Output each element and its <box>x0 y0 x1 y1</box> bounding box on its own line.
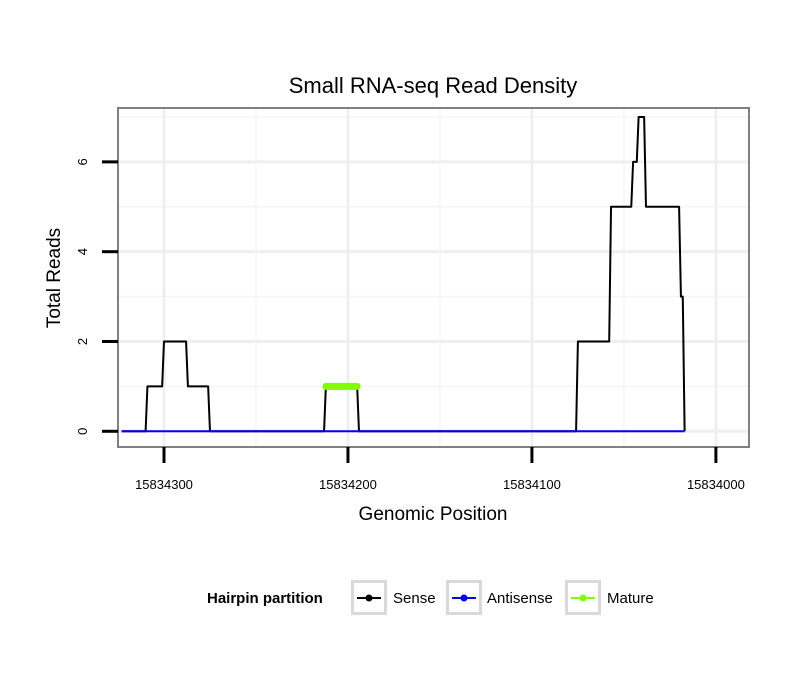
x-tick-label: 15834100 <box>503 477 561 492</box>
x-tick-label: 15834200 <box>319 477 377 492</box>
chart-title: Small RNA-seq Read Density <box>289 73 578 98</box>
y-tick-label: 4 <box>75 248 90 255</box>
x-tick-label: 15834300 <box>135 477 193 492</box>
y-tick-label: 6 <box>75 158 90 165</box>
y-tick-label: 2 <box>75 338 90 345</box>
y-axis-label: Total Reads <box>44 228 65 328</box>
x-axis-label: Genomic Position <box>359 504 508 525</box>
legend-point-sense <box>365 594 373 602</box>
y-tick-label: 0 <box>75 428 90 435</box>
x-tick-label: 15834000 <box>687 477 745 492</box>
legend-label-sense: Sense <box>393 590 436 607</box>
plot-border <box>117 107 750 448</box>
legend-title: Hairpin partition <box>207 590 323 607</box>
legend-item-mature: Mature <box>565 580 654 615</box>
legend-item-sense: Sense <box>351 580 436 615</box>
axes: 15834300 15834200 15834100 15834000 0 2 4 6 <box>75 158 745 492</box>
legend-item-antisense: Antisense <box>446 580 553 615</box>
legend-point-mature <box>579 594 587 602</box>
legend-point-antisense <box>460 594 468 602</box>
legend-label-mature: Mature <box>607 590 654 607</box>
series-lines <box>121 115 686 433</box>
legend-label-antisense: Antisense <box>487 590 553 607</box>
legend: Hairpin partition Sense Antisense Mature <box>207 580 654 615</box>
plot-panel <box>118 108 749 447</box>
series-line-sense <box>121 115 686 433</box>
